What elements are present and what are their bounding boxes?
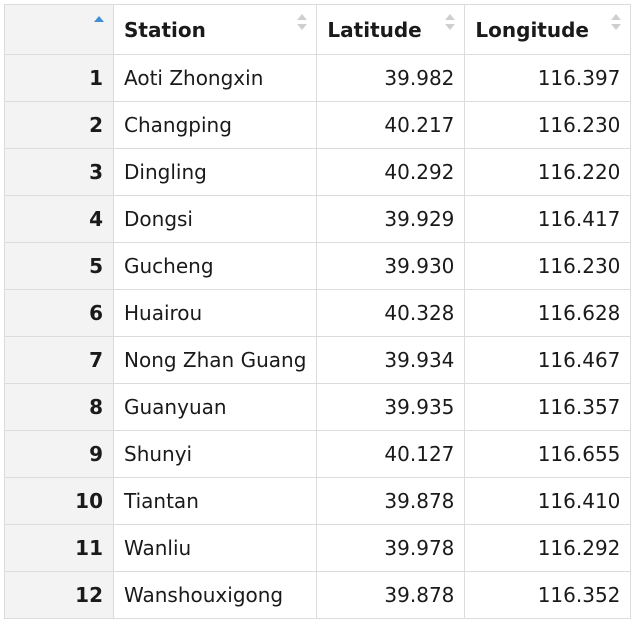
column-header-longitude[interactable]: Longitude bbox=[464, 4, 632, 55]
row-index: 6 bbox=[4, 289, 114, 337]
row-index: 2 bbox=[4, 101, 114, 149]
latitude-cell: 39.878 bbox=[316, 477, 466, 525]
sort-unsorted-icon[interactable] bbox=[297, 14, 308, 30]
longitude-cell: 116.230 bbox=[464, 101, 632, 149]
table-row: 10 Tiantan 39.878 116.410 bbox=[4, 477, 632, 525]
row-index: 3 bbox=[4, 148, 114, 196]
station-cell: Huairou bbox=[112, 289, 318, 337]
row-index: 12 bbox=[4, 571, 114, 619]
station-cell: Dongsi bbox=[112, 195, 318, 243]
longitude-cell: 116.417 bbox=[464, 195, 632, 243]
table-row: 4 Dongsi 39.929 116.417 bbox=[4, 195, 632, 243]
longitude-cell: 116.655 bbox=[464, 430, 632, 478]
longitude-cell: 116.352 bbox=[464, 571, 632, 619]
latitude-cell: 39.935 bbox=[316, 383, 466, 431]
station-cell: Shunyi bbox=[112, 430, 318, 478]
station-cell: Wanliu bbox=[112, 524, 318, 572]
latitude-cell: 39.929 bbox=[316, 195, 466, 243]
table-row: 1 Aoti Zhongxin 39.982 116.397 bbox=[4, 54, 632, 102]
latitude-cell: 39.930 bbox=[316, 242, 466, 290]
longitude-cell: 116.220 bbox=[464, 148, 632, 196]
sort-unsorted-icon[interactable] bbox=[445, 14, 456, 30]
column-header-index[interactable] bbox=[4, 4, 114, 55]
row-index: 9 bbox=[4, 430, 114, 478]
latitude-cell: 40.328 bbox=[316, 289, 466, 337]
row-index: 1 bbox=[4, 54, 114, 102]
station-cell: Changping bbox=[112, 101, 318, 149]
row-index: 7 bbox=[4, 336, 114, 384]
station-cell: Nong Zhan Guang bbox=[112, 336, 318, 384]
table-row: 3 Dingling 40.292 116.220 bbox=[4, 148, 632, 196]
table-row: 11 Wanliu 39.978 116.292 bbox=[4, 524, 632, 572]
latitude-cell: 39.978 bbox=[316, 524, 466, 572]
station-cell: Dingling bbox=[112, 148, 318, 196]
table-row: 9 Shunyi 40.127 116.655 bbox=[4, 430, 632, 478]
latitude-cell: 39.934 bbox=[316, 336, 466, 384]
sort-unsorted-icon[interactable] bbox=[611, 14, 622, 30]
longitude-cell: 116.397 bbox=[464, 54, 632, 102]
row-index: 10 bbox=[4, 477, 114, 525]
longitude-cell: 116.628 bbox=[464, 289, 632, 337]
longitude-cell: 116.467 bbox=[464, 336, 632, 384]
column-header-label: Latitude bbox=[327, 17, 422, 42]
latitude-cell: 39.982 bbox=[316, 54, 466, 102]
row-index: 11 bbox=[4, 524, 114, 572]
station-cell: Gucheng bbox=[112, 242, 318, 290]
table-row: 12 Wanshouxigong 39.878 116.352 bbox=[4, 571, 632, 619]
stations-table: Station Latitude Longitude 1 Aoti bbox=[4, 4, 632, 619]
station-cell: Wanshouxigong bbox=[112, 571, 318, 619]
column-header-label: Station bbox=[124, 17, 206, 42]
station-cell: Guanyuan bbox=[112, 383, 318, 431]
header-row: Station Latitude Longitude bbox=[4, 4, 632, 55]
table-row: 6 Huairou 40.328 116.628 bbox=[4, 289, 632, 337]
row-index: 4 bbox=[4, 195, 114, 243]
column-header-station[interactable]: Station bbox=[112, 4, 318, 55]
station-cell: Aoti Zhongxin bbox=[112, 54, 318, 102]
table-row: 8 Guanyuan 39.935 116.357 bbox=[4, 383, 632, 431]
row-index: 8 bbox=[4, 383, 114, 431]
table-row: 2 Changping 40.217 116.230 bbox=[4, 101, 632, 149]
station-cell: Tiantan bbox=[112, 477, 318, 525]
table-row: 5 Gucheng 39.930 116.230 bbox=[4, 242, 632, 290]
sort-ascending-icon[interactable] bbox=[94, 16, 104, 32]
column-header-latitude[interactable]: Latitude bbox=[316, 4, 466, 55]
latitude-cell: 40.127 bbox=[316, 430, 466, 478]
longitude-cell: 116.292 bbox=[464, 524, 632, 572]
table-row: 7 Nong Zhan Guang 39.934 116.467 bbox=[4, 336, 632, 384]
column-header-label: Longitude bbox=[475, 17, 589, 42]
latitude-cell: 40.292 bbox=[316, 148, 466, 196]
longitude-cell: 116.410 bbox=[464, 477, 632, 525]
latitude-cell: 40.217 bbox=[316, 101, 466, 149]
longitude-cell: 116.230 bbox=[464, 242, 632, 290]
row-index: 5 bbox=[4, 242, 114, 290]
longitude-cell: 116.357 bbox=[464, 383, 632, 431]
latitude-cell: 39.878 bbox=[316, 571, 466, 619]
